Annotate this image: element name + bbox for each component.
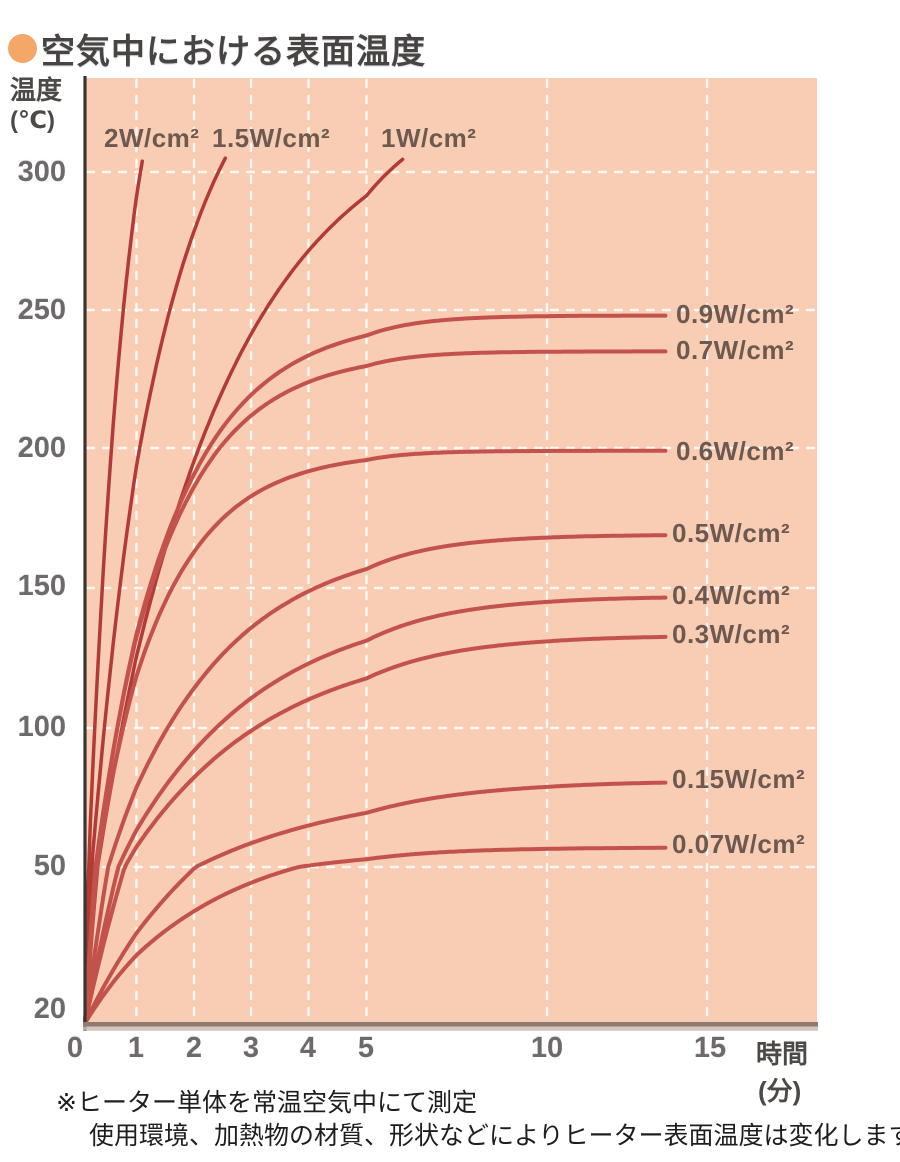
series-label-1w: 1W/cm²	[381, 123, 477, 153]
series-label-1-5w: 1.5W/cm²	[212, 123, 331, 153]
x-tick-15: 15	[693, 1032, 727, 1064]
x-tick-1: 1	[127, 1032, 145, 1064]
page-title: 空気中における表面温度	[41, 33, 426, 71]
series-label-0-6w: 0.6W/cm²	[676, 436, 795, 466]
curve-0.5w-cm2	[83, 533, 668, 1025]
y-tick-20: 20	[33, 993, 66, 1025]
y-axis-unit: (℃)	[10, 107, 56, 134]
chart-header: 空気中における表面温度	[8, 24, 426, 73]
footnote-disclaimer: 使用環境、加熱物の材質、形状などによりヒーター表面温度は変化します。	[89, 1122, 900, 1150]
y-tick-50: 50	[33, 850, 66, 882]
series-label-0-5w: 0.5W/cm²	[672, 518, 791, 548]
curve-1.5w-cm2	[83, 156, 228, 1025]
footnote-measurement: ※ヒーター単体を常温空気中にて測定	[56, 1089, 477, 1117]
curve-0.15w-cm2	[83, 780, 668, 1025]
series-label-0-15w: 0.15W/cm²	[672, 764, 806, 794]
series-label-2w: 2W/cm²	[104, 123, 200, 153]
curve-0.7w-cm2	[83, 349, 668, 1025]
y-tick-300: 300	[17, 156, 66, 188]
bullet-icon	[8, 34, 37, 63]
x-axis-title: 時間	[756, 1039, 809, 1069]
curve-1w-cm2	[83, 157, 405, 1025]
curve-2w-cm2	[83, 159, 145, 1025]
x-tick-5: 5	[357, 1032, 375, 1064]
temperature-curves-group	[83, 156, 668, 1025]
y-tick-150: 150	[17, 570, 66, 602]
curve-0.4w-cm2	[83, 595, 668, 1025]
curve-0.07w-cm2	[83, 845, 668, 1025]
x-axis-shadow	[83, 1026, 818, 1031]
series-label-0-07w: 0.07W/cm²	[672, 829, 806, 859]
x-tick-2: 2	[185, 1032, 203, 1064]
curve-0.6w-cm2	[83, 448, 668, 1025]
x-tick-10: 10	[530, 1032, 564, 1064]
y-axis-title: 温度	[10, 75, 63, 105]
series-label-0-9w: 0.9W/cm²	[676, 299, 795, 329]
x-axis-unit: (分)	[758, 1076, 802, 1106]
y-tick-100: 100	[17, 711, 66, 743]
curve-0.9w-cm2	[83, 313, 668, 1025]
x-axis-line	[83, 1022, 818, 1027]
curve-0.3w-cm2	[83, 634, 668, 1025]
x-tick-3: 3	[242, 1032, 260, 1064]
series-label-0-3w: 0.3W/cm²	[672, 619, 791, 649]
series-label-0-7w: 0.7W/cm²	[676, 335, 795, 365]
x-tick-0: 0	[66, 1032, 84, 1064]
y-tick-200: 200	[17, 432, 66, 464]
series-label-0-4w: 0.4W/cm²	[672, 580, 791, 610]
y-tick-250: 250	[17, 294, 66, 326]
x-tick-4: 4	[299, 1032, 317, 1064]
